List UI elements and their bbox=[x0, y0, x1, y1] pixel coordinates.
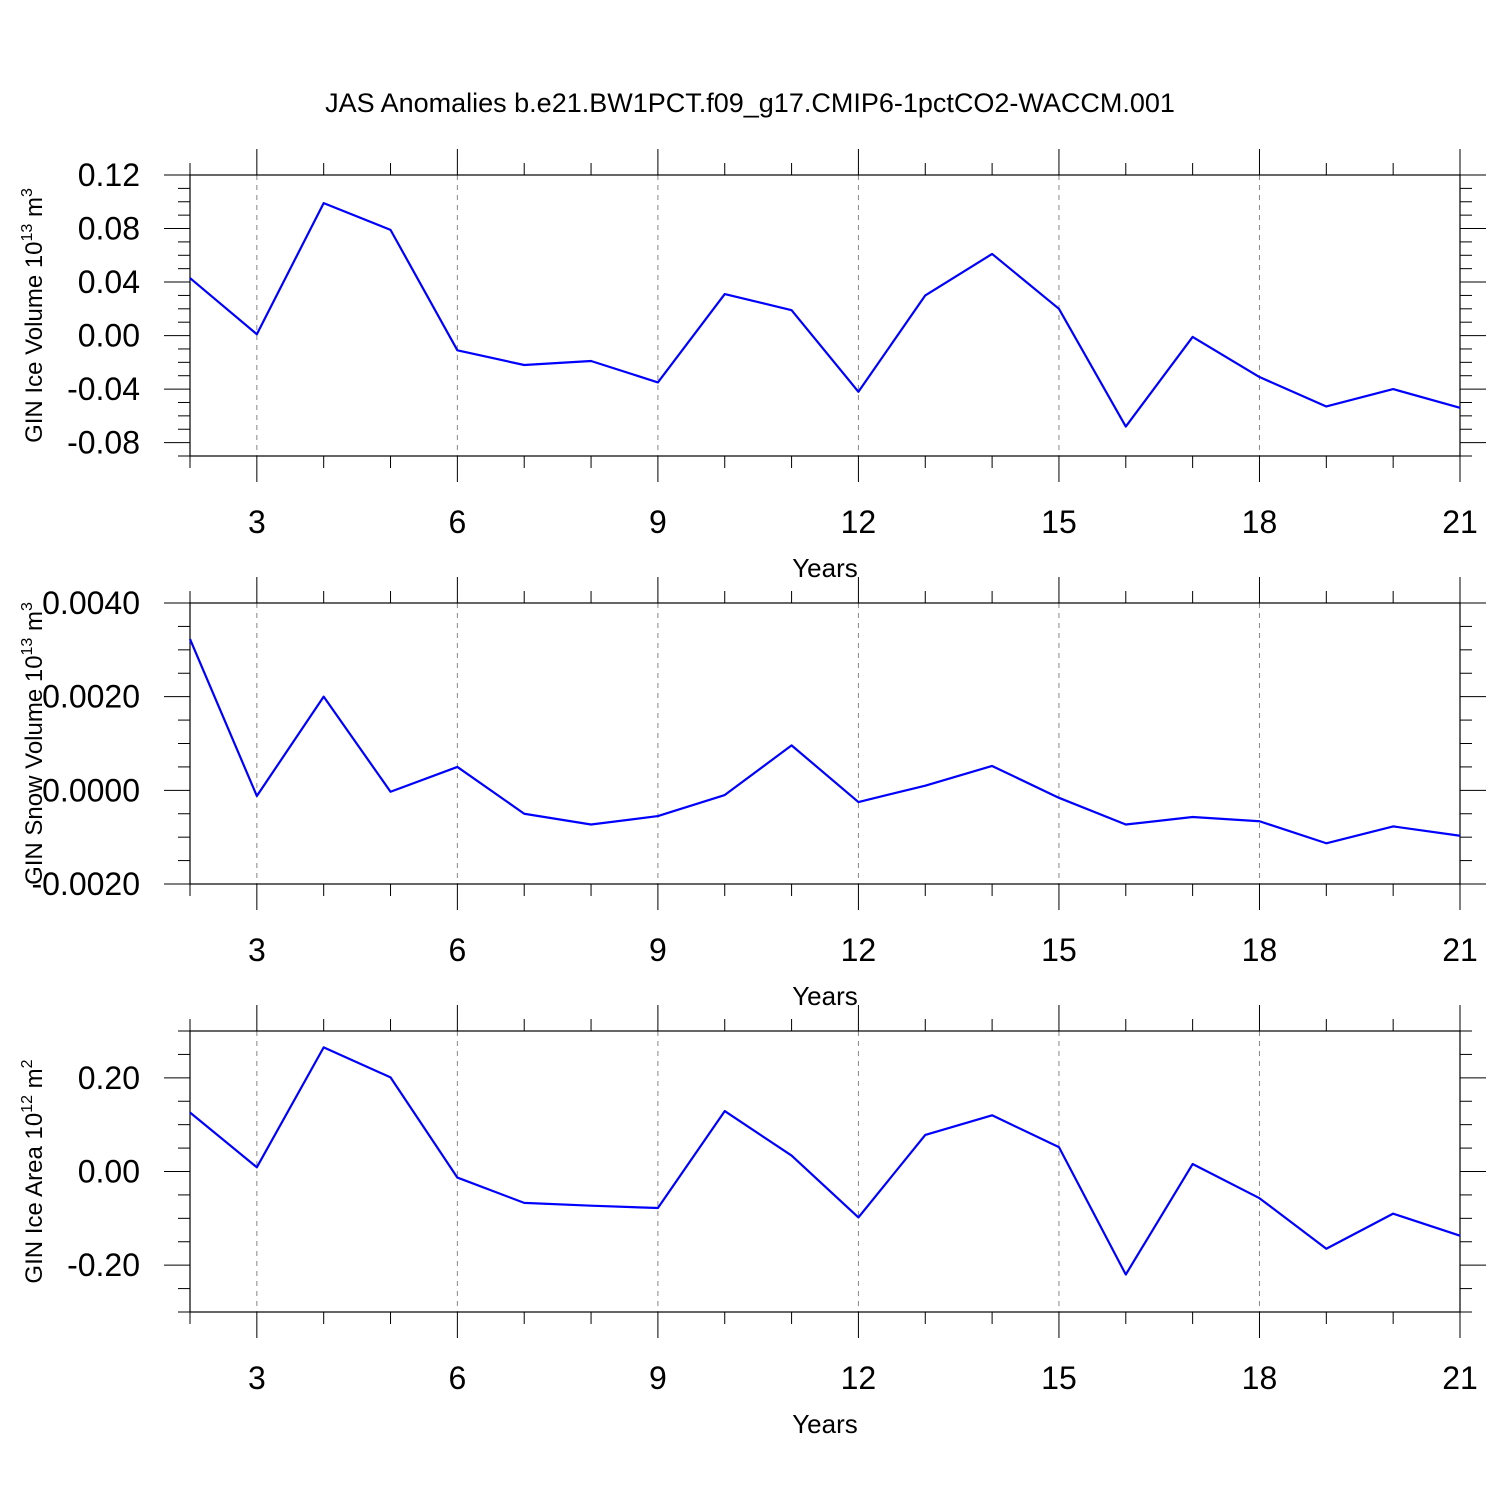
y-tick-label: -0.0020 bbox=[31, 866, 140, 902]
x-tick-label: 15 bbox=[1041, 1360, 1077, 1396]
x-tick-label: 18 bbox=[1242, 1360, 1278, 1396]
y-tick-label: 0.0040 bbox=[42, 585, 140, 621]
y-tick-label: 0.0000 bbox=[42, 772, 140, 808]
y-tick-label: 0.20 bbox=[78, 1060, 140, 1096]
x-tick-label: 18 bbox=[1242, 504, 1278, 540]
y-tick-label: 0.00 bbox=[78, 1154, 140, 1190]
plot-frame bbox=[189, 602, 1461, 885]
x-tick-label: 21 bbox=[1442, 1360, 1478, 1396]
x-tick-label: 6 bbox=[448, 932, 466, 968]
x-axis-label: Years bbox=[792, 1409, 858, 1439]
panel-2: 3 6 9 12 15 18 21 Years -0.0020 0.0000 0.0020 0.004… bbox=[19, 577, 1486, 1011]
x-tick-label: 3 bbox=[248, 1360, 266, 1396]
x-tick-label: 9 bbox=[649, 1360, 667, 1396]
chart-title: JAS Anomalies b.e21.BW1PCT.f09_g17.CMIP6… bbox=[325, 88, 1175, 118]
x-axis-label: Years bbox=[792, 981, 858, 1011]
x-tick-label: 12 bbox=[841, 932, 877, 968]
x-tick-label: 21 bbox=[1442, 932, 1478, 968]
y-tick-label: 0.04 bbox=[78, 264, 140, 300]
series-line bbox=[188, 638, 1461, 845]
x-tick-label: 12 bbox=[841, 504, 877, 540]
series-line bbox=[189, 1046, 1461, 1276]
y-tick-label: -0.04 bbox=[67, 371, 140, 407]
plot-frame bbox=[189, 174, 1461, 457]
x-tick-label: 15 bbox=[1041, 504, 1077, 540]
x-axis-label: Years bbox=[792, 553, 858, 583]
x-tick-label: 6 bbox=[448, 504, 466, 540]
y-axis-label: GIN Ice Area 1012 m2 bbox=[19, 1059, 48, 1283]
x-tick-label: 15 bbox=[1041, 932, 1077, 968]
x-tick-label: 12 bbox=[841, 1360, 877, 1396]
series-line bbox=[189, 202, 1461, 428]
plots-group: 3 6 9 12 15 18 21 Years -0.08 -0.04 0.00 0.04 0.08 0.… bbox=[19, 149, 1486, 1439]
panel-3: 3 6 9 12 15 18 21 Years -0.20 0.00 0.20 GIN Ice Are… bbox=[19, 1005, 1486, 1439]
x-tick-label: 9 bbox=[649, 504, 667, 540]
y-tick-label: 0.00 bbox=[78, 318, 140, 354]
y-tick-label: 0.12 bbox=[78, 157, 140, 193]
y-axis-label: GIN Snow Volume 1013 m3 bbox=[19, 602, 48, 885]
y-tick-label: -0.08 bbox=[67, 425, 140, 461]
y-tick-label: -0.20 bbox=[67, 1247, 140, 1283]
x-tick-label: 6 bbox=[448, 1360, 466, 1396]
y-tick-label: 0.0020 bbox=[42, 679, 140, 715]
x-tick-label: 18 bbox=[1242, 932, 1278, 968]
x-tick-label: 21 bbox=[1442, 504, 1478, 540]
x-tick-label: 3 bbox=[248, 932, 266, 968]
y-tick-label: 0.08 bbox=[78, 211, 140, 247]
x-tick-label: 9 bbox=[649, 932, 667, 968]
x-tick-label: 3 bbox=[248, 504, 266, 540]
y-axis-label: GIN Ice Volume 1013 m3 bbox=[19, 188, 48, 443]
panel-1: 3 6 9 12 15 18 21 Years -0.08 -0.04 0.00 0.04 0.08 0.… bbox=[19, 149, 1486, 583]
